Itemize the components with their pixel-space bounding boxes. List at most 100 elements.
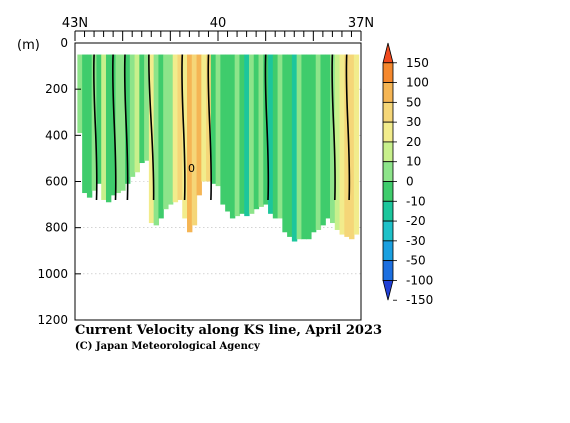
- depth-tick-label: 1200: [37, 313, 68, 327]
- velocity-column: [139, 54, 145, 164]
- velocity-column: [144, 54, 150, 161]
- colorbar-segment: [382, 101, 394, 123]
- depth-unit-label: (m): [17, 38, 40, 53]
- depth-tick-label: 600: [45, 175, 68, 189]
- zero-contour-line: [345, 54, 351, 201]
- zero-contour-line: [123, 54, 129, 201]
- contour-zero-label: 0: [188, 162, 195, 175]
- colorbar-segment: [382, 82, 394, 103]
- velocity-column: [182, 54, 188, 219]
- velocity-column: [120, 54, 126, 191]
- velocity-column: [187, 54, 193, 233]
- colorbar-label: -100: [406, 273, 433, 287]
- zero-contour-line: [111, 54, 117, 201]
- velocity-column: [201, 54, 207, 182]
- velocity-column: [268, 54, 274, 214]
- colorbar-segment: [382, 200, 394, 222]
- zero-contour-line: [92, 54, 98, 201]
- latitude-axis: 43N 40 37N: [62, 16, 374, 41]
- velocity-column: [96, 54, 102, 184]
- colorbar-segment: [382, 260, 394, 281]
- colorbar-segment: [382, 62, 394, 83]
- velocity-column: [263, 54, 269, 205]
- zero-contour-line: [264, 54, 270, 201]
- velocity-column: [163, 54, 169, 210]
- velocity-column: [291, 54, 298, 242]
- velocity-column: [220, 54, 226, 205]
- velocity-column: [296, 54, 303, 240]
- velocity-column: [215, 54, 221, 187]
- velocity-column: [234, 54, 241, 217]
- velocity-column: [105, 54, 112, 203]
- velocity-column: [287, 54, 293, 237]
- colorbar-label: 20: [406, 135, 421, 149]
- velocity-column: [315, 54, 322, 230]
- colorbar-segment: [382, 181, 394, 202]
- velocity-column: [344, 54, 350, 237]
- velocity-column: [330, 54, 336, 224]
- depth-tick-label: 800: [45, 221, 68, 235]
- velocity-column: [301, 54, 307, 240]
- velocity-column: [353, 54, 360, 235]
- velocity-column: [77, 54, 83, 134]
- velocity-column: [225, 54, 231, 212]
- colorbar-arrow-bottom: [382, 280, 394, 301]
- depth-axis: 0 200 400 600 800 1000 1200: [37, 36, 81, 327]
- velocity-column: [82, 54, 88, 194]
- colorbar-label: 100: [406, 76, 429, 90]
- velocity-column: [115, 54, 121, 194]
- velocity-column: [86, 54, 93, 198]
- colorbar-label: -20: [406, 214, 426, 228]
- colorbar-arrow-top: [382, 42, 394, 64]
- zero-contour-line: [181, 54, 186, 201]
- velocity-column: [258, 54, 264, 207]
- velocity-column: [172, 54, 179, 203]
- latitude-tick-label: 37N: [348, 16, 374, 31]
- velocity-column: [248, 54, 255, 214]
- colorbar-segment: [382, 141, 394, 163]
- velocity-column: [153, 54, 160, 226]
- colorbar-label: -10: [406, 194, 426, 208]
- velocity-column: [339, 54, 345, 235]
- chart-title: Current Velocity along KS line, April 20…: [75, 323, 382, 338]
- velocity-column: [277, 54, 283, 219]
- colorbar-label: 150: [406, 56, 429, 70]
- colorbar-segment: [382, 220, 394, 242]
- latitude-tick-label: 43N: [62, 16, 88, 31]
- velocity-column: [244, 54, 250, 217]
- velocity-column: [110, 54, 117, 196]
- velocity-column: [101, 54, 107, 200]
- velocity-column: [229, 54, 236, 219]
- colorbar-label: 0: [406, 175, 414, 189]
- zero-contours: [92, 54, 351, 201]
- velocity-column: [310, 54, 317, 233]
- zero-contour-line: [148, 54, 155, 201]
- velocity-column: [272, 54, 279, 219]
- colorbar-label: -50: [406, 254, 426, 268]
- velocity-cells: [77, 54, 360, 242]
- velocity-column: [282, 54, 288, 233]
- zero-contour-line: [207, 54, 213, 201]
- depth-tick-label: 400: [45, 128, 68, 142]
- depth-tick-label: 1000: [37, 267, 68, 281]
- velocity-column: [167, 54, 174, 205]
- velocity-column: [134, 54, 140, 173]
- velocity-column: [334, 54, 341, 230]
- colorbar-label: -30: [406, 234, 426, 248]
- velocity-column: [196, 54, 202, 196]
- velocity-column: [325, 54, 331, 219]
- zero-contour-line: [331, 54, 336, 201]
- colorbar-segment: [382, 161, 394, 182]
- colorbar-segment: [382, 240, 394, 262]
- velocity-column: [158, 54, 164, 219]
- velocity-column: [306, 54, 312, 240]
- velocity-column: [253, 54, 260, 210]
- latitude-tick-label: 40: [210, 16, 227, 31]
- velocity-column: [129, 54, 136, 177]
- credit-text: (C) Japan Meteorological Agency: [75, 341, 261, 352]
- depth-tick-label: 0: [60, 36, 68, 50]
- velocity-column: [320, 54, 326, 226]
- colorbar-segment: [382, 121, 394, 143]
